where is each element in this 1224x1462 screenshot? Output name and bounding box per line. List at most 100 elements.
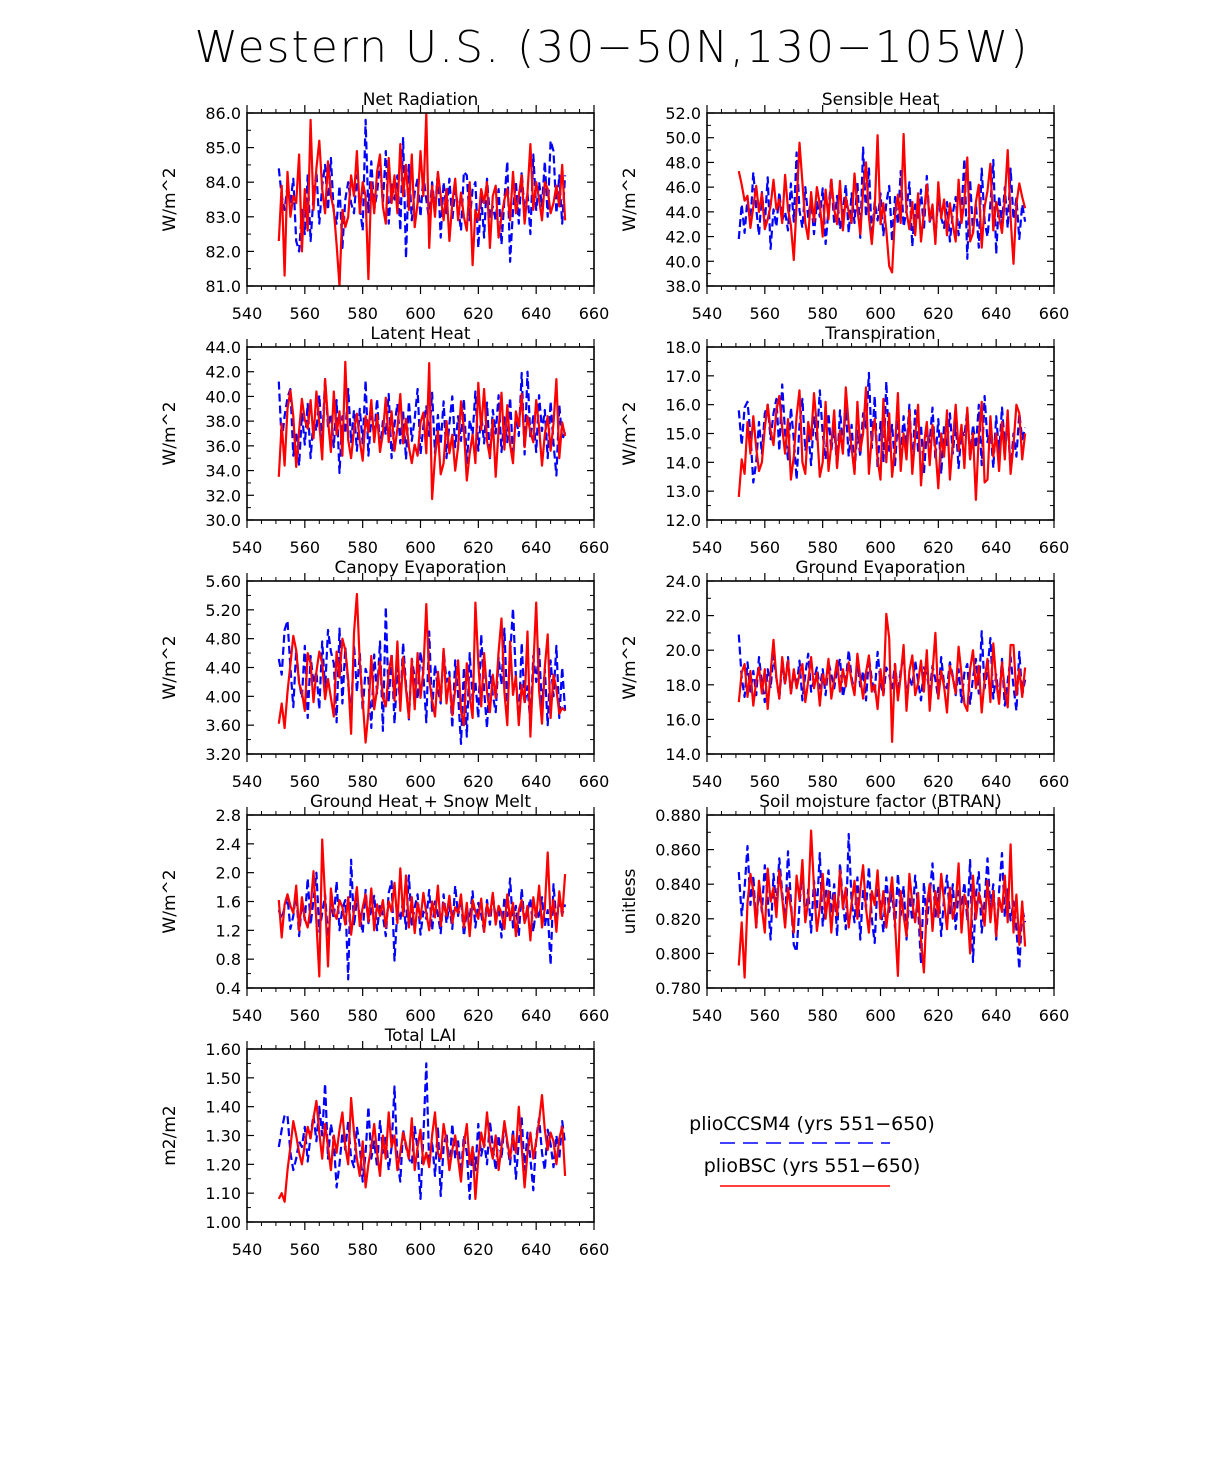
x-tick-label: 560 [290, 1240, 321, 1259]
x-tick-label: 580 [347, 1006, 378, 1025]
y-tick-label: 17.0 [665, 367, 701, 386]
series-group [737, 132, 1027, 274]
panel-title: Total LAI [384, 1026, 457, 1046]
x-tick-label: 660 [1039, 772, 1070, 791]
y-tick-label: 32.0 [205, 486, 241, 505]
x-tick-label: 580 [807, 304, 838, 323]
y-tick-label: 82.0 [205, 242, 241, 261]
y-tick-label: 4.00 [205, 687, 241, 706]
x-tick-label: 640 [981, 772, 1012, 791]
y-tick-label: 5.20 [205, 601, 241, 620]
y-tick-label: 1.20 [205, 1155, 241, 1174]
x-tick-label: 540 [692, 772, 723, 791]
x-tick-label: 580 [347, 304, 378, 323]
panel-title: Ground Heat + Snow Melt [310, 792, 531, 812]
x-tick-label: 640 [521, 538, 552, 557]
x-tick-label: 660 [579, 772, 610, 791]
y-tick-label: 81.0 [205, 277, 241, 296]
x-tick-label: 560 [750, 538, 781, 557]
series-line-pliobsc [277, 838, 567, 978]
y-axis-label: unitless [620, 868, 640, 934]
y-tick-label: 30.0 [205, 511, 241, 530]
x-tick-label: 640 [521, 772, 552, 791]
series-line-plioccsm4 [277, 370, 567, 477]
x-tick-label: 660 [579, 1240, 610, 1259]
x-tick-label: 660 [579, 1006, 610, 1025]
y-tick-label: 2.8 [216, 806, 241, 825]
panels: 81.0 82.0 83.0 84.0 85.0 86.0 540 560 580 600 620 6… [160, 90, 1069, 1259]
x-tick-label: 620 [923, 538, 954, 557]
series-group [277, 360, 567, 501]
y-tick-label: 1.30 [205, 1127, 241, 1146]
x-tick-label: 620 [923, 772, 954, 791]
figure-title: Western U.S. (30−50N,130−105W) [195, 22, 1030, 73]
y-tick-label: 16.0 [665, 396, 701, 415]
y-tick-label: 1.60 [205, 1040, 241, 1059]
y-axis-label: W/m^2 [620, 635, 640, 699]
panel-title: Ground Evaporation [795, 558, 965, 578]
series-group [277, 113, 567, 286]
x-tick-label: 600 [405, 304, 436, 323]
y-tick-label: 3.20 [205, 745, 241, 764]
y-tick-label: 0.820 [655, 910, 701, 929]
x-tick-label: 620 [463, 538, 494, 557]
x-tick-label: 600 [405, 1240, 436, 1259]
y-tick-label: 0.880 [655, 806, 701, 825]
x-tick-label: 560 [290, 772, 321, 791]
y-tick-label: 52.0 [665, 104, 701, 123]
y-axis-label: W/m^2 [160, 401, 180, 465]
series-line-pliobsc [737, 132, 1027, 274]
y-tick-label: 15.0 [665, 425, 701, 444]
x-tick-label: 580 [807, 1006, 838, 1025]
x-tick-label: 620 [923, 304, 954, 323]
y-tick-label: 2.0 [216, 864, 241, 883]
legend: plioCCSM4 (yrs 551−650) plioBSC (yrs 551… [689, 1113, 935, 1187]
y-tick-label: 40.0 [205, 387, 241, 406]
x-tick-label: 620 [463, 1006, 494, 1025]
y-tick-label: 42.0 [665, 228, 701, 247]
x-tick-label: 600 [405, 538, 436, 557]
panel-canopy-evaporation: 3.20 3.60 4.00 4.40 4.80 5.20 5.60 540 560 580 600… [160, 558, 609, 791]
y-tick-label: 34.0 [205, 462, 241, 481]
panel-title: Canopy Evaporation [334, 558, 506, 578]
x-tick-label: 560 [290, 304, 321, 323]
x-tick-label: 540 [692, 304, 723, 323]
series-line-pliobsc [737, 386, 1027, 501]
y-tick-label: 36.0 [205, 437, 241, 456]
y-tick-label: 4.40 [205, 659, 241, 678]
x-tick-label: 540 [232, 1240, 263, 1259]
y-tick-label: 38.0 [665, 277, 701, 296]
x-tick-label: 540 [232, 538, 263, 557]
y-tick-label: 4.80 [205, 630, 241, 649]
panel-total-lai: 1.00 1.10 1.20 1.30 1.40 1.50 1.60 540 560 580 600… [160, 1026, 609, 1259]
y-tick-label: 44.0 [205, 338, 241, 357]
y-tick-label: 85.0 [205, 139, 241, 158]
series-line-plioccsm4 [737, 832, 1027, 971]
y-tick-label: 46.0 [665, 178, 701, 197]
y-tick-label: 1.10 [205, 1184, 241, 1203]
y-axis-label: m2/m2 [160, 1105, 180, 1165]
y-tick-label: 13.0 [665, 482, 701, 501]
x-tick-label: 600 [405, 1006, 436, 1025]
y-tick-label: 18.0 [665, 676, 701, 695]
y-tick-label: 14.0 [665, 453, 701, 472]
y-tick-label: 42.0 [205, 363, 241, 382]
x-tick-label: 660 [1039, 538, 1070, 557]
y-tick-label: 12.0 [665, 511, 701, 530]
series-line-pliobsc [737, 612, 1027, 744]
x-tick-label: 540 [232, 1006, 263, 1025]
y-tick-label: 84.0 [205, 173, 241, 192]
panel-transpiration: 12.0 13.0 14.0 15.0 16.0 17.0 18.0 540 560 580 600… [620, 324, 1069, 557]
x-tick-label: 560 [750, 1006, 781, 1025]
y-tick-label: 83.0 [205, 208, 241, 227]
y-tick-label: 24.0 [665, 572, 701, 591]
panel-ground-heat-snow-melt: 0.4 0.8 1.2 1.6 2.0 2.4 2.8 540 560 580 600 620 640 6… [160, 792, 609, 1025]
y-tick-label: 1.6 [216, 893, 241, 912]
y-axis-label: W/m^2 [160, 635, 180, 699]
y-tick-label: 5.60 [205, 572, 241, 591]
x-tick-label: 620 [923, 1006, 954, 1025]
panel-soil-moisture-factor-btran: 0.780 0.800 0.820 0.840 0.860 0.880 540 560 580 6… [620, 792, 1069, 1025]
y-tick-label: 18.0 [665, 338, 701, 357]
x-tick-label: 600 [865, 772, 896, 791]
